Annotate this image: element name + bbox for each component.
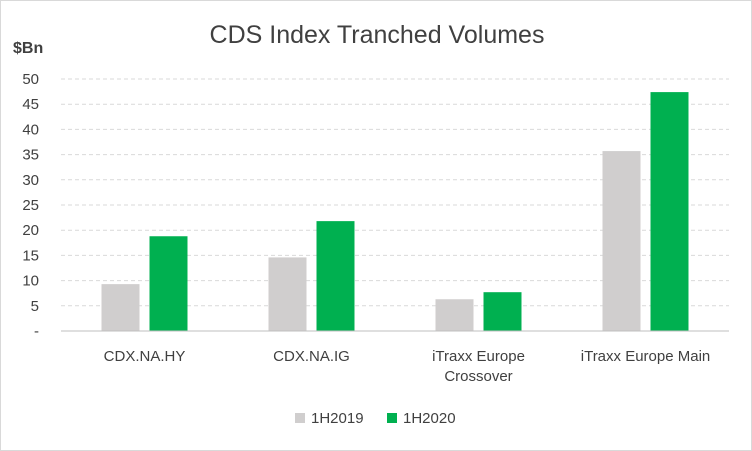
bar-1h2020 [149,236,188,331]
y-tick-label: 5 [31,298,39,315]
chart-title: CDS Index Tranched Volumes [210,21,545,49]
bars [101,92,689,331]
legend-label: 1H2020 [403,410,456,427]
y-tick-label: 50 [22,71,39,88]
bar-1h2019 [101,284,140,331]
legend: 1H2019 1H2020 [295,410,456,427]
category-label: CDX.NA.IG [273,348,350,365]
category-label: iTraxx Europe [432,348,525,365]
legend-label: 1H2019 [311,410,364,427]
y-tick-label: 35 [22,147,39,164]
bar-1h2019 [602,151,641,331]
category-labels: CDX.NA.HY CDX.NA.IG iTraxx Europe Crossover… [104,348,711,385]
y-tick-label: 30 [22,172,39,189]
bar-1h2019 [435,299,474,331]
bar-1h2020 [483,292,522,331]
legend-swatch [387,413,397,423]
category-label: iTraxx Europe Main [581,348,711,365]
y-tick-label: 15 [22,247,39,264]
y-tick-labels: - 5 10 15 20 25 30 35 40 45 50 [22,71,39,340]
legend-swatch [295,413,305,423]
y-tick-label: 40 [22,121,39,138]
bar-1h2020 [650,92,689,331]
bar-1h2020 [316,221,355,331]
y-tick-label: 20 [22,222,39,239]
y-tick-label: 25 [22,197,39,214]
y-tick-label: 45 [22,96,39,113]
category-label: Crossover [444,368,512,385]
y-axis-label: $Bn [13,40,43,57]
category-label: CDX.NA.HY [104,348,186,365]
y-tick-label: - [34,323,39,340]
bar-1h2019 [268,257,307,331]
y-tick-label: 10 [22,273,39,290]
